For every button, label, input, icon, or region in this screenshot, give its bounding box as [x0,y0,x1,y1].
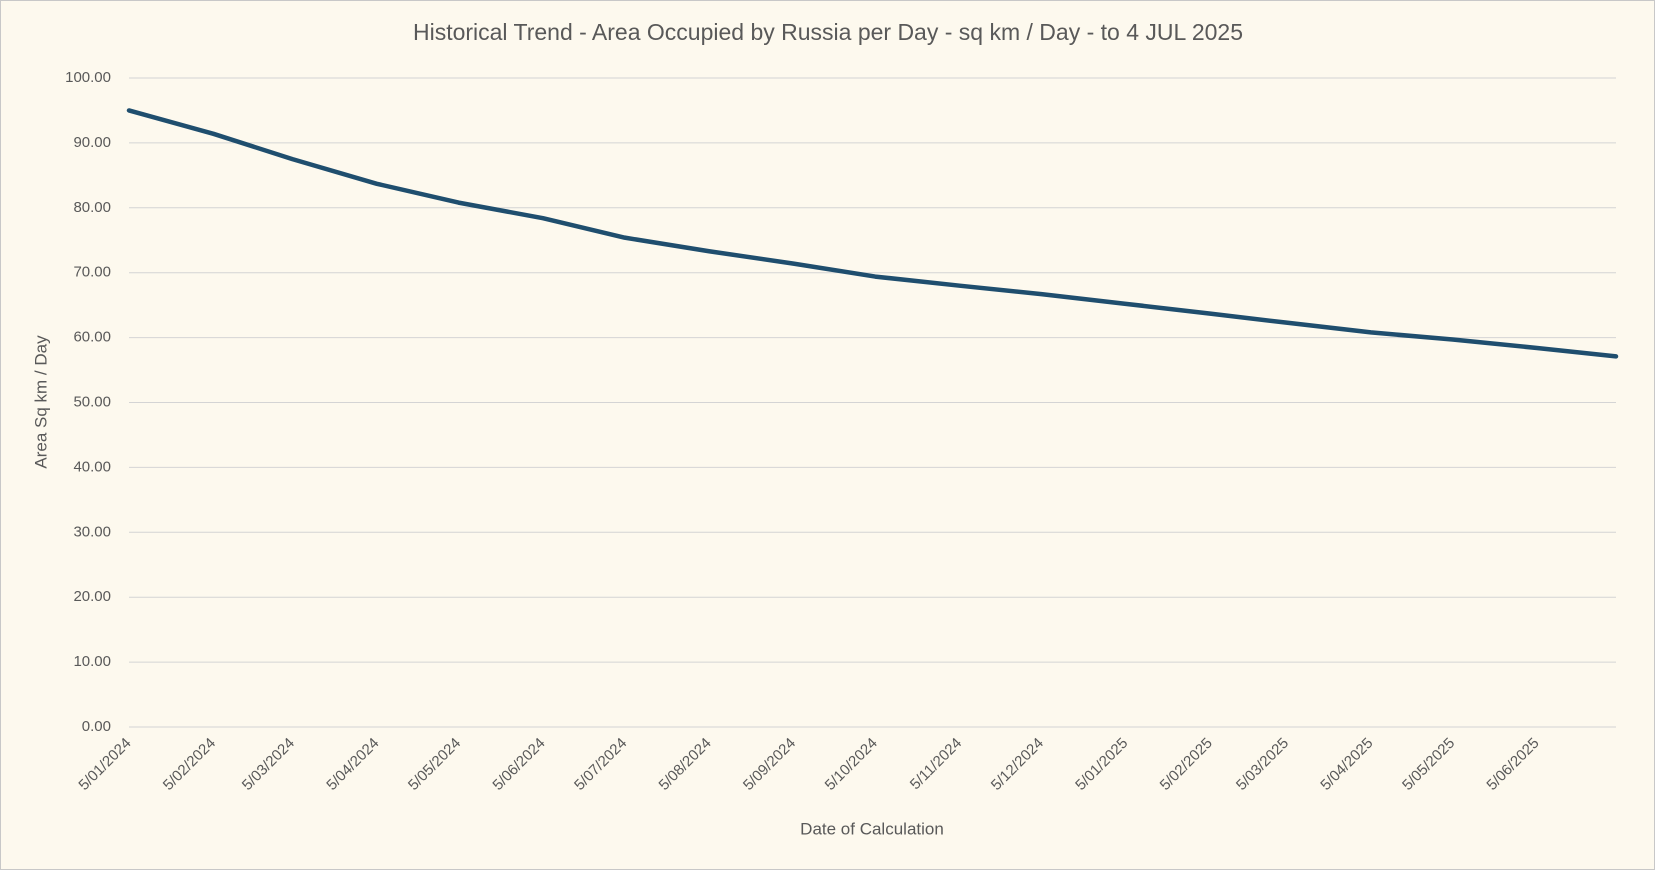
chart-title: Historical Trend - Area Occupied by Russ… [413,19,1243,45]
y-tick-label: 70.00 [73,264,111,281]
y-tick-label: 80.00 [73,199,111,216]
y-tick-label: 60.00 [73,329,111,346]
x-axis-title: Date of Calculation [800,819,944,838]
y-tick-label: 10.00 [73,653,111,670]
y-tick-label: 90.00 [73,134,111,151]
y-tick-label: 50.00 [73,393,111,410]
y-axis-title: Area Sq km / Day [31,335,50,469]
y-tick-label: 20.00 [73,588,111,605]
y-tick-label: 100.00 [65,69,111,86]
y-tick-label: 0.00 [82,718,111,735]
y-tick-label: 40.00 [73,458,111,475]
y-tick-label: 30.00 [73,523,111,540]
data-line [126,108,1619,359]
